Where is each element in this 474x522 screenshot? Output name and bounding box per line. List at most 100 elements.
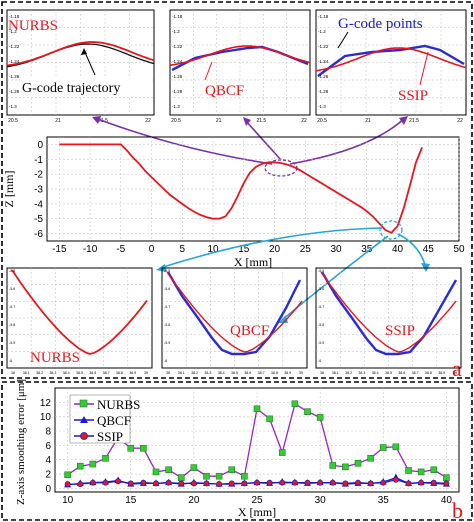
bottom-inset-y-tick: -5.9 <box>164 341 170 345</box>
top-inset-x-tick: 20.5 <box>171 118 181 124</box>
error-ssip-point <box>405 480 412 487</box>
z-profile-line <box>59 143 423 234</box>
error-ssip-point <box>317 479 324 486</box>
error-x-tick: 20 <box>188 495 200 506</box>
top-inset-y-tick: -1.2 <box>172 29 180 34</box>
error-x-label: X [mm] <box>238 505 276 519</box>
main-y-tick: 0 <box>37 140 43 151</box>
error-nurbs-point <box>379 444 387 451</box>
error-nurbs-point <box>405 467 412 474</box>
bottom-inset-y-tick: -5.8 <box>318 323 324 327</box>
bottom-insets: NURBS QBCF SSIP 38 38.1 38.2 38.3 38.4 38.5 38… <box>6 267 462 375</box>
bottom-inset-x-tick: 38.2 <box>36 371 43 375</box>
top-inset-y-tick: -1.26 <box>172 74 183 79</box>
error-ssip-point <box>443 480 450 487</box>
error-nurbs-point <box>253 405 261 413</box>
bottom-inset-x-tick: 38.9 <box>438 371 445 375</box>
bottom-inset-y-tick: -5.8 <box>9 323 15 327</box>
error-y-tick: 2 <box>45 470 51 481</box>
top-inset-x-tick: 22 <box>457 118 463 124</box>
error-ssip-point <box>266 479 273 486</box>
error-ssip-point <box>254 479 260 486</box>
main-y-tick: -3 <box>34 185 43 196</box>
arrow-to-inset-4 <box>159 227 383 269</box>
error-nurbs-point <box>165 466 172 474</box>
error-nurbs-point <box>430 466 438 474</box>
arrow-to-inset-3 <box>289 117 406 165</box>
bottom-inset-x-tick: 39 <box>144 371 148 375</box>
qbcf-curve-bottom <box>166 271 302 356</box>
bottom-inset-x-tick: 38.2 <box>345 371 352 375</box>
bottom-inset-x-tick: 38.5 <box>76 371 83 375</box>
error-ssip-point <box>64 481 71 488</box>
top-inset-y-tick: -1.2 <box>9 29 17 34</box>
error-nurbs-point <box>64 471 71 479</box>
top-inset-y-tick: -1.24 <box>9 59 20 64</box>
panel-b-frame <box>1 381 473 521</box>
arrow-to-inset-1 <box>94 117 273 165</box>
legend-nurbs-marker <box>79 399 88 408</box>
gcode-points-arrow <box>337 31 349 49</box>
top-inset-y-tick: -1.24 <box>172 59 183 64</box>
error-y-tick: 8 <box>45 427 51 438</box>
label-qbcf-bottom: QBCF <box>230 323 269 339</box>
error-ssip-point <box>367 480 374 487</box>
zoom-region-2 <box>379 220 403 240</box>
label-nurbs-top: NURBS <box>8 18 58 34</box>
legend-qbcf-label: QBCF <box>97 413 131 428</box>
main-y-label: Z [mm] <box>2 171 16 208</box>
error-ssip-point <box>127 480 134 487</box>
nurbs-curve <box>6 41 155 67</box>
main-x-tick: 25 <box>300 244 312 255</box>
main-y-tick: -4 <box>34 199 43 210</box>
top-inset-x-tick: 21.5 <box>256 118 266 124</box>
error-y-tick: 4 <box>45 455 51 466</box>
top-inset-x-tick: 22 <box>145 118 151 124</box>
main-y-tick: -2 <box>34 170 43 181</box>
bottom-inset-y-tick: -5.6 <box>164 287 170 291</box>
panel-a-frame <box>1 1 473 379</box>
bottom-inset-x-tick: 38.7 <box>258 371 265 375</box>
error-nurbs-point <box>354 460 362 467</box>
legend-nurbs-label: NURBS <box>97 397 140 412</box>
arrow-to-inset-2 <box>244 119 282 161</box>
bottom-inset-y-tick: -6 <box>164 359 167 363</box>
bottom-inset-x-tick: 38 <box>320 371 324 375</box>
top-inset-y-tick: -1.26 <box>9 74 20 79</box>
bottom-inset-y-tick: -6 <box>9 359 12 363</box>
arrow-head-icon <box>399 116 408 125</box>
error-ssip-point <box>304 479 311 486</box>
main-y-tick: -6 <box>34 229 43 240</box>
label-bg <box>20 78 152 96</box>
bottom-inset-x-tick: 38.9 <box>284 371 291 375</box>
error-nurbs-point <box>89 460 97 468</box>
error-nurbs-point <box>177 474 185 481</box>
main-x-tick: 10 <box>207 244 219 255</box>
error-legend: NURBS QBCF SSIP <box>69 394 140 444</box>
error-y-tick: 10 <box>40 412 52 423</box>
arrow-head-icon <box>81 48 87 55</box>
bottom-inset-x-tick: 38.1 <box>332 371 339 375</box>
label-gcode-points: G-code points <box>338 16 423 32</box>
error-ssip-point <box>342 480 349 487</box>
bottom-inset-x-tick: 38.6 <box>89 371 96 375</box>
top-inset-y-tick: -1.18 <box>9 14 20 19</box>
ssip-curve <box>315 47 467 72</box>
top-inset-y-tick: -1.24 <box>318 59 329 64</box>
error-y-tick: 12 <box>40 398 52 409</box>
top-inset-y-tick: -1.22 <box>172 44 183 49</box>
top-inset-y-tick: -1.18 <box>318 14 329 19</box>
error-nurbs-point <box>329 462 337 469</box>
ssip-arrow <box>419 51 429 86</box>
error-nurbs-point <box>228 466 236 474</box>
main-y-tick: -5 <box>34 214 43 225</box>
label-nurbs-bottom: NURBS <box>30 350 80 366</box>
top-inset-x-tick: 22 <box>301 118 307 124</box>
error-ssip-point <box>329 479 336 486</box>
bottom-inset-x-tick: 38.8 <box>116 371 123 375</box>
top-inset-y-tick: -1.2 <box>318 29 326 34</box>
nurbs-curve-bottom-2 <box>166 271 303 353</box>
main-x-tick: 40 <box>392 244 404 255</box>
main-x-tick: 35 <box>361 244 373 255</box>
